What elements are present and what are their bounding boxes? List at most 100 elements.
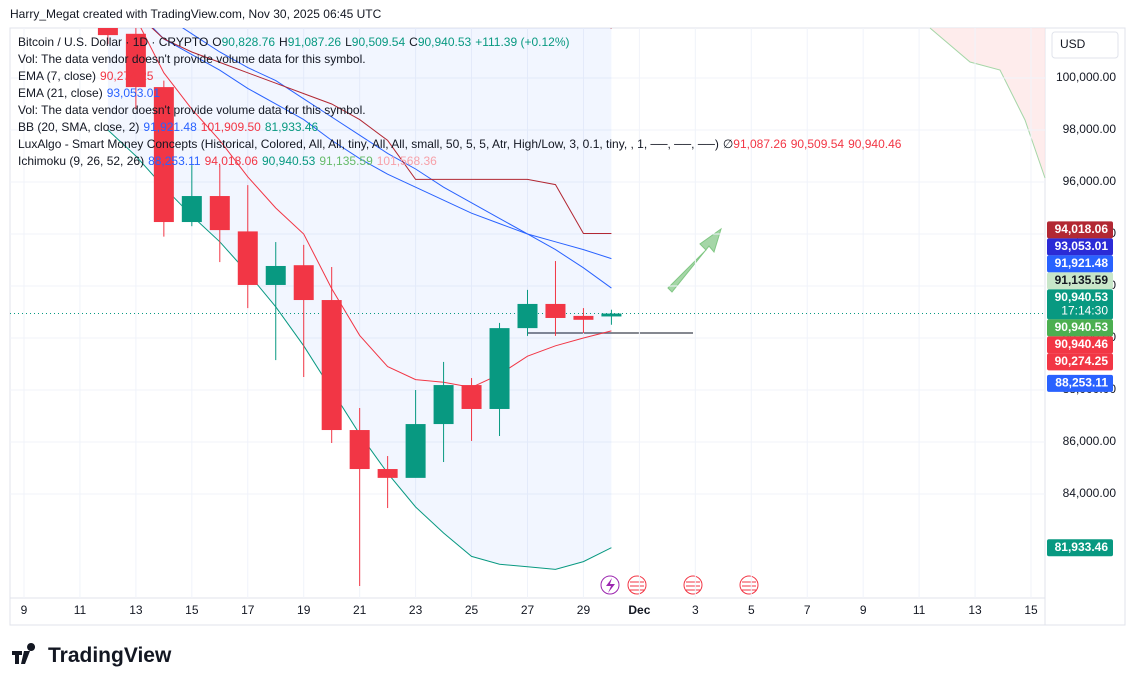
candle-body bbox=[293, 265, 314, 301]
header: Harry_Megat created with TradingView.com… bbox=[10, 7, 382, 21]
price-label: 81,933.46 bbox=[1055, 540, 1109, 554]
legend-text: 90,274.25 bbox=[100, 69, 154, 83]
x-tick-label: 3 bbox=[692, 603, 699, 617]
indicator-line bbox=[152, 28, 612, 260]
legend-text: 81,933.46 bbox=[264, 120, 319, 134]
legend-text: C bbox=[409, 35, 418, 49]
legend-text: 93,053.01 bbox=[106, 86, 161, 100]
price-label-box bbox=[1047, 255, 1113, 273]
event-icon[interactable] bbox=[627, 575, 647, 595]
cloud-area bbox=[930, 28, 1045, 178]
candle-body bbox=[125, 33, 146, 88]
price-label-box bbox=[1047, 319, 1113, 337]
legend-text: 90,940.53 bbox=[417, 35, 472, 49]
legend-text: 88,253.11 bbox=[148, 154, 201, 168]
legend-text: 94,018.06 bbox=[204, 154, 258, 168]
candle-body bbox=[545, 303, 566, 318]
legend-text: 90,828.76 bbox=[221, 35, 276, 49]
plot bbox=[10, 28, 1045, 587]
legend-row: Ichimoku (9, 26, 52, 26) 88,253.11 94,018.… bbox=[18, 153, 905, 170]
indicator-line bbox=[151, 28, 612, 235]
legend-row: EMA (21, close) 93,053.01 bbox=[18, 85, 905, 102]
currency: USD bbox=[1060, 37, 1086, 51]
legend-text: Bitcoin / U.S. Dollar · 1D · CRYPTO bbox=[18, 35, 209, 49]
x-tick-label: 19 bbox=[297, 603, 311, 617]
candle-body bbox=[237, 231, 258, 285]
band-fill bbox=[107, 28, 612, 570]
legend-text: 90,940.53 bbox=[261, 154, 316, 168]
price-label: 90,940.53 bbox=[1055, 320, 1109, 334]
legend-text: 90,940.46 bbox=[848, 137, 902, 151]
candle-body bbox=[517, 303, 538, 329]
candle-body bbox=[573, 315, 594, 320]
legend-text: 90,509.54 bbox=[351, 35, 406, 49]
price-label-box bbox=[1047, 289, 1113, 320]
price-label-box bbox=[1047, 336, 1113, 354]
legend-text: Ichimoku (9, 26, 52, 26) bbox=[18, 154, 145, 168]
candle-body bbox=[265, 265, 286, 285]
legend-row: Vol: The data vendor doesn't provide vol… bbox=[18, 51, 905, 68]
legend-text: ∅ bbox=[722, 137, 734, 151]
legend-text: Vol: The data vendor doesn't provide vol… bbox=[18, 103, 366, 117]
countdown: 17:14:30 bbox=[1061, 304, 1108, 318]
brand-logo bbox=[12, 643, 36, 664]
price-label: 90,274.25 bbox=[1055, 354, 1109, 368]
x-tick-label: 11 bbox=[913, 603, 926, 617]
indicator-line bbox=[140, 28, 612, 388]
event-icon[interactable] bbox=[683, 575, 703, 595]
x-tick-label: 21 bbox=[353, 603, 367, 617]
candle-body bbox=[601, 313, 622, 317]
x-tick-label: 17 bbox=[241, 603, 255, 617]
legend-text: 91,135.59 bbox=[319, 154, 373, 168]
brand: TradingView bbox=[48, 644, 172, 667]
x-tick-label: 29 bbox=[577, 603, 591, 617]
legend-text: BB (20, SMA, close, 2) bbox=[18, 120, 140, 134]
x-tick-label: 13 bbox=[129, 603, 143, 617]
arrow-icon bbox=[667, 227, 722, 293]
x-tick-label: 27 bbox=[521, 603, 535, 617]
price-label: 91,921.48 bbox=[1055, 256, 1109, 270]
x-tick-label: 11 bbox=[74, 603, 87, 617]
x-tick-label: 15 bbox=[1024, 603, 1038, 617]
candle-body bbox=[321, 300, 342, 431]
candle-body bbox=[489, 328, 510, 409]
candle-body bbox=[209, 196, 230, 231]
legend-text: LuxAlgo - Smart Money Concepts (Historic… bbox=[18, 137, 719, 151]
price-label-box bbox=[1047, 374, 1113, 392]
y-tick-label: 98,000.00 bbox=[1063, 122, 1117, 136]
x-tick-label: 7 bbox=[804, 603, 811, 617]
price-label: 94,018.06 bbox=[1055, 222, 1109, 236]
currency-box[interactable] bbox=[1051, 31, 1119, 59]
legend-row: EMA (7, close) 90,274.25 bbox=[18, 68, 905, 85]
legend-text: L bbox=[345, 35, 352, 49]
price-label: 93,053.01 bbox=[1055, 239, 1109, 253]
candle-body bbox=[97, 28, 118, 36]
price-label: 91,135.59 bbox=[1055, 273, 1109, 287]
legend-text: 91,087.26 bbox=[287, 35, 342, 49]
legend-text: 101,568.36 bbox=[376, 154, 437, 168]
candle-body bbox=[433, 385, 454, 425]
price-label-box bbox=[1047, 539, 1113, 557]
event-icon[interactable] bbox=[739, 575, 759, 595]
legend-row: BB (20, SMA, close, 2) 91,921.48 101,909.5… bbox=[18, 119, 905, 136]
legend-text: EMA (7, close) bbox=[18, 69, 97, 83]
event-icon bbox=[606, 578, 615, 593]
y-tick-label: 100,000.00 bbox=[1056, 70, 1116, 84]
legend-text: 91,087.26 bbox=[733, 137, 787, 151]
legend-row: Bitcoin / U.S. Dollar · 1D · CRYPTO O90,8… bbox=[18, 34, 905, 51]
legend-text: O bbox=[212, 35, 222, 49]
legend: Bitcoin / U.S. Dollar · 1D · CRYPTO O90,8… bbox=[18, 34, 905, 170]
legend-row: LuxAlgo - Smart Money Concepts (Historic… bbox=[18, 136, 905, 153]
x-tick-label: Dec bbox=[628, 603, 650, 617]
x-tick-label: 5 bbox=[748, 603, 755, 617]
price-label: 90,940.46 bbox=[1055, 337, 1109, 351]
legend-text: 90,509.54 bbox=[790, 137, 845, 151]
legend-row: Vol: The data vendor doesn't provide vol… bbox=[18, 102, 905, 119]
frame bbox=[9, 27, 1126, 626]
x-tick-label: 13 bbox=[968, 603, 982, 617]
candle-body bbox=[377, 469, 398, 478]
price-label: 88,253.11 bbox=[1055, 376, 1108, 390]
legend-text: H bbox=[279, 35, 288, 49]
